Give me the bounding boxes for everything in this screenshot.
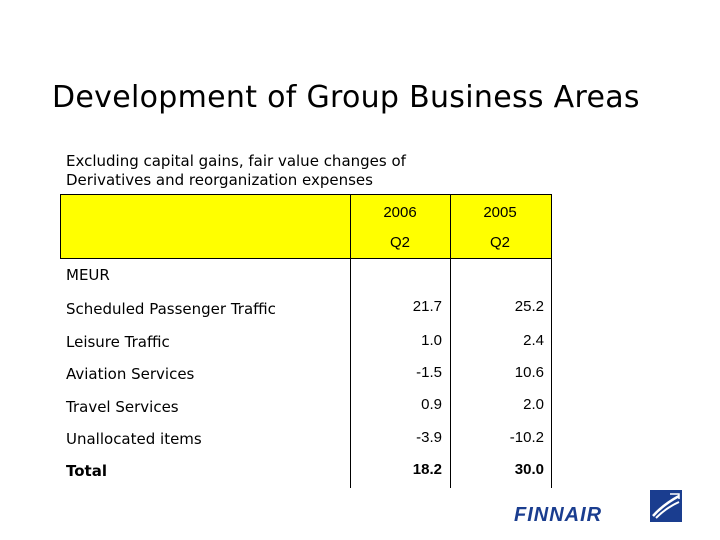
col-header-quarter-2005: Q2 bbox=[489, 234, 510, 251]
row-value-2005: 25.2 bbox=[514, 298, 544, 315]
table-col-divider-1 bbox=[350, 194, 351, 488]
logo-wordmark: FINNAIR bbox=[514, 504, 603, 526]
unit-label: MEUR bbox=[66, 266, 110, 284]
col-header-year-2005: 2005 bbox=[483, 204, 517, 221]
subtitle-line-1: Excluding capital gains, fair value chan… bbox=[66, 152, 406, 170]
table-border-top bbox=[60, 194, 552, 195]
col-header-year-2006: 2006 bbox=[383, 204, 417, 221]
row-value-2005: 30.0 bbox=[514, 461, 544, 478]
table-border-left bbox=[60, 194, 61, 258]
subtitle-line-2: Derivatives and reorganization expenses bbox=[66, 171, 373, 189]
table-header-rule bbox=[60, 258, 552, 259]
row-label-travel-services: Travel Services bbox=[66, 398, 179, 416]
row-value-2006: 21.7 bbox=[412, 298, 442, 315]
row-label-aviation-services: Aviation Services bbox=[66, 365, 195, 383]
row-value-2006: -3.9 bbox=[416, 429, 442, 446]
row-value-2006: 18.2 bbox=[412, 461, 442, 478]
business-areas-table: 2006 2005 Q2 Q2 MEUR Scheduled Passenger… bbox=[60, 194, 552, 488]
page-subtitle: Excluding capital gains, fair value chan… bbox=[66, 152, 506, 190]
col-header-quarter-2006: Q2 bbox=[389, 234, 410, 251]
row-label-unallocated-items: Unallocated items bbox=[66, 430, 202, 448]
row-value-2006: 0.9 bbox=[421, 396, 442, 413]
row-label-leisure-traffic: Leisure Traffic bbox=[66, 333, 170, 351]
table-border-right bbox=[551, 194, 552, 488]
page-title: Development of Group Business Areas bbox=[52, 80, 640, 115]
row-value-2006: -1.5 bbox=[416, 364, 442, 381]
table-header-band bbox=[60, 194, 552, 258]
row-value-2006: 1.0 bbox=[421, 332, 442, 349]
row-label-total: Total bbox=[66, 462, 107, 480]
row-value-2005: 2.4 bbox=[523, 332, 544, 349]
finnair-emblem-icon bbox=[650, 490, 682, 522]
finnair-logo: FINNAIR bbox=[514, 490, 684, 526]
row-value-2005: 10.6 bbox=[514, 364, 544, 381]
table-col-divider-2 bbox=[450, 194, 451, 488]
row-value-2005: -10.2 bbox=[509, 429, 544, 446]
row-value-2005: 2.0 bbox=[523, 396, 544, 413]
row-label-scheduled-passenger-traffic: Scheduled Passenger Traffic bbox=[66, 300, 276, 318]
